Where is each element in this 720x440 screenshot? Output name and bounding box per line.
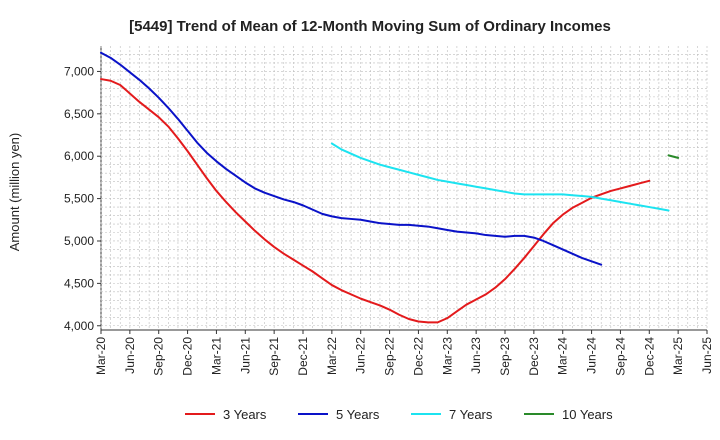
y-tick-label: 5,000 [64,234,94,248]
legend-item-10-years: 10 Years [524,407,613,422]
x-tick-label: Dec-23 [527,337,541,376]
legend-item-3-years: 3 Years [185,407,267,422]
x-tick-label: Sep-23 [498,337,512,376]
y-tick-label: 6,500 [64,107,94,121]
series-line-5-years [100,51,603,266]
y-tick-label: 5,500 [64,192,94,206]
x-tick-label: Mar-23 [440,337,454,375]
legend-item-7-years: 7 Years [411,407,493,422]
legend-label: 10 Years [562,407,613,422]
x-tick-label: Mar-24 [556,337,570,375]
legend-label: 3 Years [223,407,267,422]
x-tick-label: Jun-22 [354,337,368,374]
series-line-10-years [667,154,680,159]
x-tick-label: Mar-20 [94,337,108,375]
series-layer [100,51,680,324]
x-tick-label: Jun-21 [238,337,252,374]
x-tick-label: Jun-25 [700,337,714,374]
legend-item-5-years: 5 Years [298,407,380,422]
x-tick-label: Dec-22 [411,337,425,376]
legend: 3 Years 5 Years 7 Years 10 Years [185,407,613,422]
plot-area [100,46,707,331]
x-tick-label: Mar-21 [209,337,223,375]
x-tick-label: Mar-22 [325,337,339,375]
y-tick-label: 7,000 [64,64,94,78]
chart-title: [5449] Trend of Mean of 12-Month Moving … [129,18,611,35]
y-tick-label: 6,000 [64,149,94,163]
x-tick-label: Mar-25 [671,337,685,375]
x-tick-label: Sep-20 [152,337,166,376]
x-tick-label: Sep-21 [267,337,281,376]
x-tick-label: Dec-24 [642,337,656,376]
y-axis-ticks: 4,000 4,500 5,000 5,500 6,000 6,500 7,000 [64,64,101,333]
x-tick-label: Jun-23 [469,337,483,374]
x-tick-label: Sep-22 [383,337,397,376]
y-tick-label: 4,000 [64,319,94,333]
legend-label: 7 Years [449,407,493,422]
x-tick-label: Sep-24 [613,337,627,376]
x-tick-label: Dec-20 [181,337,195,376]
x-tick-label: Jun-20 [123,337,137,374]
y-axis-label: Amount (million yen) [7,133,22,252]
legend-label: 5 Years [336,407,380,422]
y-tick-label: 4,500 [64,276,94,290]
x-axis-ticks: Mar-20 Jun-20 Sep-20 Dec-20 Mar-21 Jun-21 Sep-… [94,330,714,376]
x-tick-label: Jun-24 [585,337,599,374]
grid [100,46,708,330]
x-tick-label: Dec-21 [296,337,310,376]
series-line-3-years [100,78,651,324]
series-line-7-years [330,142,670,212]
plot-background [101,46,707,330]
